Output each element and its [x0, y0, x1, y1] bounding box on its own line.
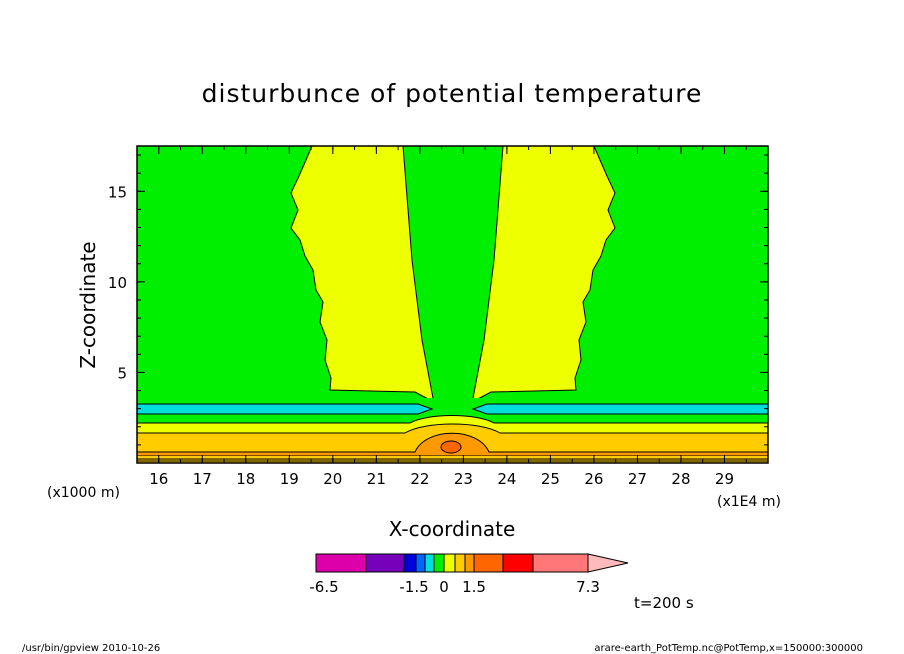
x-tick-label: 19	[280, 470, 299, 488]
x-tick-label: 23	[454, 470, 473, 488]
colorbar-segment	[424, 553, 435, 573]
colorbar-label: 0	[439, 578, 449, 596]
colorbar-label: -6.5	[309, 578, 338, 596]
y-tick-label: 5	[117, 364, 127, 382]
colorbar-segment	[473, 553, 504, 573]
x-tick-label: 27	[628, 470, 647, 488]
x-tick-label: 28	[671, 470, 690, 488]
x-tick-label: 25	[541, 470, 560, 488]
colorbar-label: 7.3	[576, 578, 600, 596]
plot-area: 16 17 18 19 20 21 22 23 24 25 26 27 28 29 5 10 15	[108, 145, 769, 488]
time-label: t=200 s	[634, 594, 694, 612]
colorbar	[315, 553, 629, 573]
colorbar-segment	[433, 553, 445, 573]
x-tick-label: 21	[367, 470, 386, 488]
colorbar-segment	[454, 553, 466, 573]
colorbar-label: 1.5	[462, 578, 486, 596]
y-axis-ticks: 5 10 15	[108, 154, 768, 446]
footer-left: /usr/bin/gpview 2010-10-26	[22, 643, 160, 654]
colorbar-segment	[415, 553, 426, 573]
x-tick-label: 26	[584, 470, 603, 488]
y-axis-label: Z-coordinate	[76, 241, 100, 368]
colorbar-segment	[502, 553, 534, 573]
colorbar-segment	[532, 553, 589, 573]
colorbar-segment	[464, 553, 475, 573]
x-axis-ticks: 16 17 18 19 20 21 22 23 24 25 26 27 28 29	[136, 146, 769, 488]
x-axis-label: X-coordinate	[389, 517, 516, 541]
x-tick-label: 16	[149, 470, 168, 488]
colorbar-segment	[365, 553, 405, 573]
core-region	[440, 440, 462, 454]
x-tick-label: 29	[715, 470, 734, 488]
colorbar-segment	[443, 553, 456, 573]
colorbar-segment	[315, 553, 367, 573]
y-tick-label: 10	[108, 274, 127, 292]
plot-frame	[136, 145, 769, 464]
colorbar-tick-labels: -6.5 -1.5 0 1.5 7.3	[309, 578, 600, 596]
left-plume-region	[290, 145, 434, 401]
colorbar-arrow	[587, 553, 629, 573]
x-tick-label: 20	[323, 470, 342, 488]
chart-title: disturbunce of potential temperature	[202, 79, 703, 108]
x-unit-label: (x1E4 m)	[717, 494, 781, 510]
y-tick-label: 15	[108, 183, 127, 201]
x-tick-label: 17	[193, 470, 212, 488]
x-tick-label: 18	[236, 470, 255, 488]
colorbar-segment	[403, 553, 417, 573]
footer-right: arare-earth_PotTemp.nc@PotTemp,x=150000:…	[594, 643, 863, 654]
y-unit-label: (x1000 m)	[47, 485, 120, 501]
colorbar-label: -1.5	[399, 578, 428, 596]
x-tick-label: 22	[410, 470, 429, 488]
x-tick-label: 24	[497, 470, 516, 488]
